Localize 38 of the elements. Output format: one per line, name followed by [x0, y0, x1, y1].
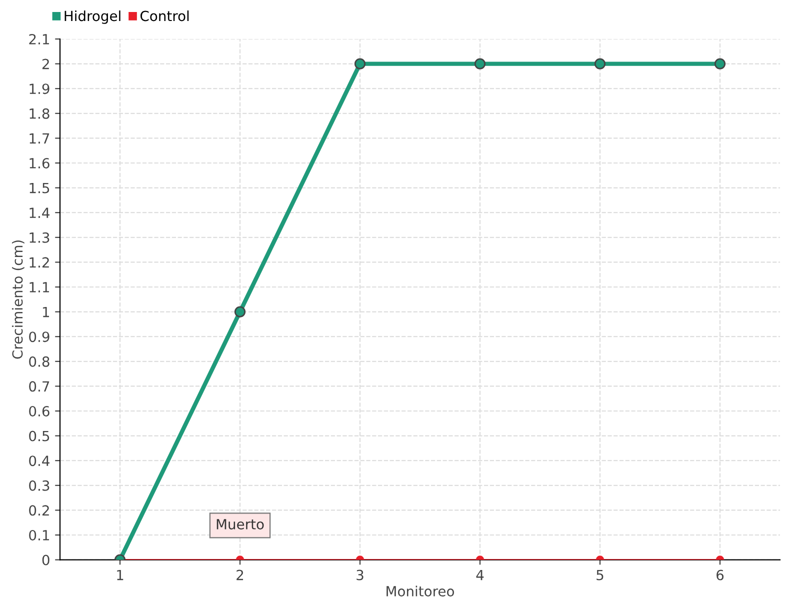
x-tick-label: 3	[356, 570, 364, 580]
y-tick-label: 1.1	[30, 282, 49, 292]
legend-label: Control	[140, 10, 189, 22]
y-tick-label: 1.3	[30, 232, 50, 243]
y-tick-label: 0.4	[29, 456, 50, 466]
y-tick-label: 2	[42, 58, 49, 70]
x-tick-label: 6	[716, 570, 724, 580]
y-tick-label: 0.9	[29, 332, 50, 342]
y-tick-label: 0.6	[29, 406, 50, 416]
y-tick-label: 0	[42, 554, 50, 566]
y-tick-label: 1.7	[30, 133, 50, 144]
point	[474, 58, 486, 70]
x-tick-label: 5	[596, 570, 604, 580]
y-tick-label: 0.1	[29, 530, 49, 540]
y-tick-label: 2.1	[29, 34, 49, 44]
y-tick-label: 0.7	[29, 381, 50, 392]
x-tick-label: 2	[236, 570, 244, 580]
y-tick-label: 0.5	[29, 430, 50, 442]
y-tick-label: 1.8	[30, 108, 50, 119]
point	[354, 58, 366, 70]
y-tick-label: 1.5	[30, 182, 50, 194]
annotation: Muerto	[216, 519, 264, 530]
y-tick-label: 1.6	[30, 158, 50, 168]
x-tick-label: 1	[117, 570, 124, 580]
point	[594, 58, 606, 70]
y-tick-label: 1.4	[30, 208, 50, 218]
point	[714, 58, 726, 70]
y-tick-label: 1.9	[30, 84, 50, 94]
y-tick-label: 0.3	[29, 480, 50, 491]
y-tick-label: 0.2	[29, 505, 49, 516]
y-tick-label: 1	[42, 306, 49, 318]
legend-label: Hidrogel	[64, 10, 120, 24]
y-axis-title: Crecimiento (cm)	[12, 240, 24, 359]
x-tick-label: 4	[476, 570, 484, 580]
y-tick-label: 0.8	[29, 356, 50, 367]
y-tick-label: 1.2	[30, 257, 49, 268]
point	[234, 306, 246, 318]
x-axis-title: Monitoreo	[386, 586, 454, 596]
